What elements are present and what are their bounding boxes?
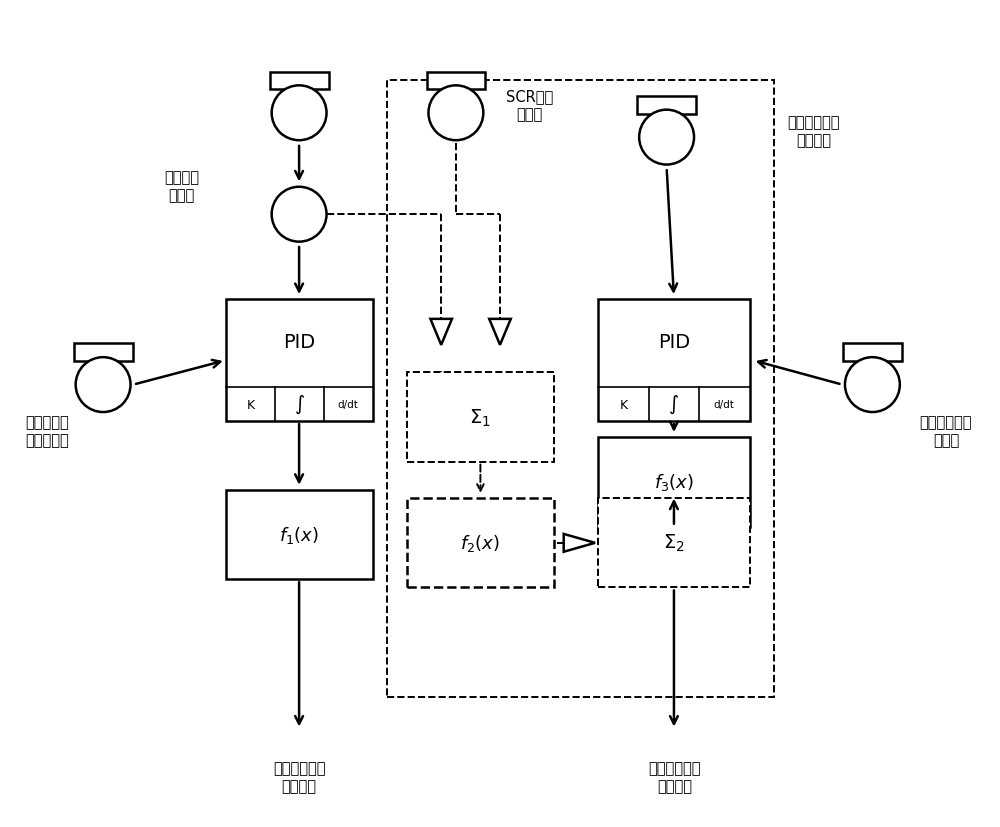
- Text: 水解器操作压
力设定值: 水解器操作压 力设定值: [787, 115, 840, 147]
- Text: 水解器压力测
量信号: 水解器压力测 量信号: [920, 415, 972, 447]
- Polygon shape: [430, 319, 452, 346]
- Text: $f_2(x)$: $f_2(x)$: [460, 533, 500, 553]
- Text: $\int$: $\int$: [668, 394, 679, 416]
- Text: 气相出口调门
开度信号: 气相出口调门 开度信号: [273, 760, 325, 793]
- Bar: [407, 373, 554, 462]
- Text: d/dt: d/dt: [337, 399, 358, 409]
- Ellipse shape: [76, 358, 131, 413]
- Bar: [843, 344, 902, 362]
- Text: $f_3(x)$: $f_3(x)$: [654, 472, 694, 493]
- Text: $f_1(x)$: $f_1(x)$: [279, 524, 319, 546]
- Text: SCR区关
断信号: SCR区关 断信号: [506, 89, 553, 122]
- Text: PID: PID: [283, 333, 315, 352]
- Text: K: K: [620, 398, 628, 411]
- Text: $\int$: $\int$: [294, 394, 305, 416]
- Text: 加热蒸汽调门
开度信号: 加热蒸汽调门 开度信号: [648, 760, 701, 793]
- Bar: [598, 300, 750, 422]
- Bar: [598, 437, 750, 527]
- Bar: [387, 81, 774, 697]
- Bar: [598, 499, 750, 588]
- Text: $\Sigma_2$: $\Sigma_2$: [663, 533, 685, 554]
- Bar: [74, 344, 132, 362]
- Bar: [427, 73, 485, 90]
- Bar: [226, 300, 373, 422]
- Ellipse shape: [428, 86, 483, 141]
- Text: $\Sigma_1$: $\Sigma_1$: [469, 407, 491, 428]
- Text: PID: PID: [658, 333, 690, 352]
- Bar: [637, 97, 696, 115]
- Ellipse shape: [272, 188, 327, 242]
- Polygon shape: [564, 534, 595, 552]
- Bar: [407, 499, 554, 588]
- Ellipse shape: [639, 111, 694, 165]
- Ellipse shape: [845, 358, 900, 413]
- Text: 水解器负
荷指令: 水解器负 荷指令: [164, 170, 199, 203]
- Bar: [226, 490, 373, 580]
- Bar: [270, 73, 328, 90]
- Ellipse shape: [272, 86, 327, 141]
- Text: 气相出口流
量检测信号: 气相出口流 量检测信号: [25, 415, 69, 447]
- Text: K: K: [247, 398, 255, 411]
- Polygon shape: [489, 319, 511, 346]
- Text: d/dt: d/dt: [714, 399, 735, 409]
